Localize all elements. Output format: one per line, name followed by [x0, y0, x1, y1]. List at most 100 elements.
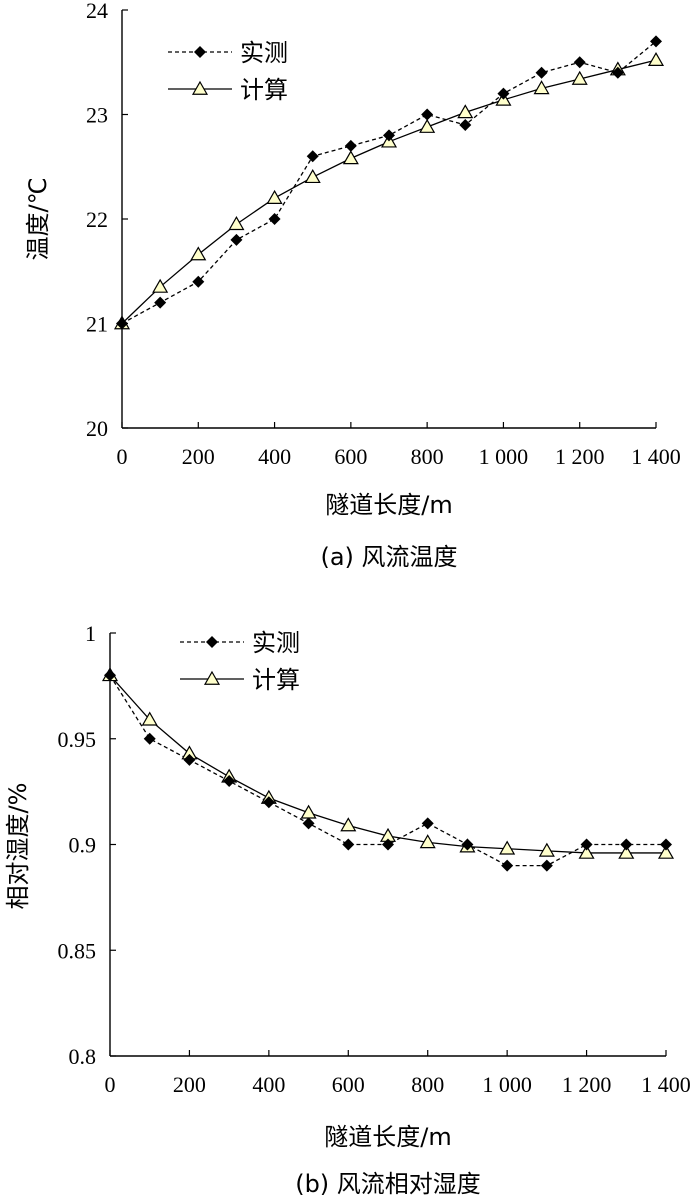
- measured-point: [650, 35, 662, 48]
- calculated-point: [203, 670, 221, 685]
- y-tick-label: 0.9: [69, 833, 97, 858]
- chart-caption: (a) 风流温度: [320, 543, 457, 571]
- y-tick-label: 1: [85, 621, 96, 646]
- calculated-point: [533, 80, 550, 95]
- measured-point: [183, 753, 196, 766]
- y-tick-label: 24: [86, 0, 108, 23]
- measured-point: [344, 139, 357, 152]
- measured-point: [268, 213, 281, 225]
- measured-point: [194, 46, 206, 58]
- measured-point: [383, 129, 395, 142]
- x-tick-label: 1 000: [482, 1072, 532, 1097]
- measured-point: [580, 838, 593, 851]
- y-axis-label: 相对湿度/%: [4, 783, 32, 910]
- x-axis-label: 隧道长度/m: [325, 491, 452, 519]
- x-tick-label: 0: [117, 444, 128, 469]
- x-tick-label: 1 400: [641, 1072, 691, 1097]
- measured-point: [206, 636, 218, 648]
- calculated-line: [109, 674, 666, 854]
- calculated-point: [499, 840, 516, 855]
- measured-point: [535, 66, 548, 79]
- measured-point: [154, 296, 167, 309]
- measured-point: [620, 838, 633, 851]
- legend-label: 实测: [252, 629, 300, 657]
- y-tick-label: 0.8: [69, 1044, 97, 1069]
- calculated-point: [571, 70, 588, 85]
- measured-point: [192, 275, 205, 288]
- measured-point: [223, 775, 236, 788]
- y-tick-label: 0.95: [58, 727, 97, 752]
- x-tick-label: 800: [411, 1072, 444, 1097]
- measured-point: [143, 732, 156, 745]
- x-tick-label: 600: [332, 1072, 365, 1097]
- chart-temperature: 0 200 400 600 800 1 000 1 200 1 400 20 21 22 23 24 实…: [24, 0, 681, 571]
- measured-point: [421, 108, 434, 121]
- y-tick-label: 0.85: [58, 938, 97, 963]
- measured-point: [540, 859, 553, 872]
- x-tick-label: 400: [258, 444, 291, 469]
- measured-point: [306, 150, 319, 163]
- measured-point: [116, 317, 128, 330]
- measured-point: [382, 838, 394, 851]
- calculated-point: [538, 842, 555, 857]
- series-layer: [101, 667, 675, 872]
- legend-label: 计算: [240, 76, 288, 104]
- calculated-point: [647, 51, 665, 67]
- measured-point: [104, 669, 116, 682]
- measured-point: [611, 66, 624, 79]
- calculated-point: [340, 817, 357, 832]
- calculated-point: [618, 844, 635, 859]
- chart-caption: (b) 风流相对湿度: [295, 1170, 481, 1198]
- calculated-point: [190, 246, 207, 261]
- measured-point: [459, 118, 472, 131]
- measured-point: [501, 859, 514, 872]
- tick-marks: 0 200 400 600 800 1 000 1 200 1 400 20 21 22 23 24: [86, 0, 681, 469]
- calculated-point: [228, 216, 245, 231]
- measured-point: [497, 87, 510, 100]
- calculated-point: [657, 844, 675, 859]
- measured-point: [573, 56, 586, 69]
- measured-point: [342, 838, 355, 851]
- x-tick-label: 800: [411, 444, 444, 469]
- y-tick-label: 23: [86, 103, 108, 128]
- x-tick-label: 1 200: [555, 444, 605, 469]
- y-tick-label: 21: [86, 312, 108, 337]
- measured-point: [230, 233, 243, 246]
- measured-point: [461, 838, 474, 851]
- calculated-point: [152, 278, 169, 293]
- x-tick-label: 1 400: [631, 444, 681, 469]
- legend-label: 计算: [252, 666, 300, 694]
- measured-point: [660, 838, 672, 851]
- calculated-line: [121, 59, 657, 324]
- x-tick-label: 600: [334, 444, 367, 469]
- x-tick-label: 1 000: [479, 444, 529, 469]
- measured-point: [302, 817, 315, 830]
- calculated-point: [457, 104, 474, 119]
- y-tick-label: 22: [86, 207, 108, 232]
- y-axis-label: 温度/℃: [24, 177, 52, 260]
- y-tick-label: 20: [86, 416, 108, 441]
- measured-point: [262, 796, 275, 809]
- x-tick-label: 1 200: [562, 1072, 612, 1097]
- calculated-point: [191, 80, 209, 95]
- x-tick-label: 400: [252, 1072, 285, 1097]
- chart-relative-humidity: 0 200 400 600 800 1 000 1 200 1 400 0.8 0.85 0.9 0.…: [4, 621, 691, 1198]
- series-layer: [113, 35, 665, 330]
- calculated-point: [141, 711, 158, 726]
- calculated-point: [419, 834, 436, 849]
- calculated-point: [419, 118, 436, 133]
- calculated-point: [342, 150, 359, 165]
- calculated-point: [304, 168, 321, 184]
- x-axis-label: 隧道长度/m: [324, 1123, 451, 1151]
- legend-label: 实测: [240, 39, 288, 67]
- x-tick-label: 0: [105, 1072, 116, 1097]
- x-tick-label: 200: [182, 444, 215, 469]
- tick-marks: 0 200 400 600 800 1 000 1 200 1 400 0.8 0.85 0.9 0.…: [58, 621, 691, 1097]
- x-tick-label: 200: [173, 1072, 206, 1097]
- calculated-point: [300, 804, 317, 819]
- calculated-point: [578, 844, 595, 859]
- measured-point: [421, 817, 434, 830]
